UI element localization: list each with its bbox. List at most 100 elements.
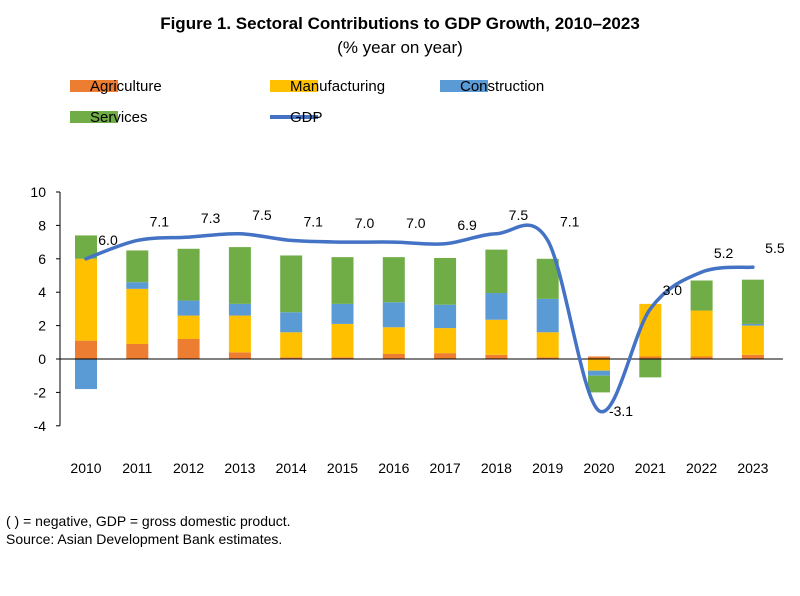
bar-services-2016 xyxy=(382,257,405,303)
y-tick-label: -4 xyxy=(34,418,47,434)
bar-manufacturing-2023 xyxy=(741,325,764,355)
chart-subtitle: (% year on year) xyxy=(337,38,463,57)
gdp-data-label: -3.1 xyxy=(609,403,633,419)
bar-agriculture-2014 xyxy=(280,357,303,359)
x-tick-label: 2018 xyxy=(481,460,512,476)
y-tick-label: 2 xyxy=(38,318,46,334)
chart-area: Agriculture Manufacturing Construction Serv… xyxy=(30,78,784,476)
bar-manufacturing-2020 xyxy=(588,359,610,371)
x-tick-label: 2019 xyxy=(532,460,563,476)
bar-manufacturing-2010 xyxy=(75,258,97,341)
bar-agriculture-2020 xyxy=(588,356,610,359)
bar-manufacturing-2012 xyxy=(177,315,200,339)
bar-agriculture-2017 xyxy=(434,353,457,359)
bar-agriculture-2019 xyxy=(536,357,559,359)
bar-manufacturing-2016 xyxy=(382,327,405,354)
bar-services-2020 xyxy=(588,375,610,393)
gdp-data-label: 6.9 xyxy=(457,217,477,233)
bar-agriculture-2021 xyxy=(639,356,662,359)
y-tick-label: 4 xyxy=(38,284,46,300)
bar-construction-2019 xyxy=(536,298,559,333)
bar-services-2018 xyxy=(485,249,508,294)
bar-services-2014 xyxy=(280,255,303,313)
bar-construction-2015 xyxy=(331,303,354,324)
bar-services-2012 xyxy=(177,248,200,301)
gdp-data-label: 7.1 xyxy=(303,213,323,229)
bar-manufacturing-2015 xyxy=(331,323,354,358)
x-tick-label: 2012 xyxy=(173,460,204,476)
bar-services-2011 xyxy=(126,250,149,283)
gdp-data-label: 7.0 xyxy=(355,215,375,231)
bar-manufacturing-2017 xyxy=(434,328,457,354)
legend-label-manufacturing: Manufacturing xyxy=(290,78,385,95)
bar-agriculture-2012 xyxy=(177,338,200,359)
x-tick-label: 2011 xyxy=(122,460,152,476)
bar-services-2010 xyxy=(75,235,97,259)
x-tick-label: 2010 xyxy=(70,460,101,476)
plot-area: -4 -2 0 2 4 6 8 10 2010 2011 2012 2013 2014 2015 2016 2… xyxy=(30,184,784,476)
legend-label-construction: Construction xyxy=(460,78,544,95)
gdp-data-label: 7.0 xyxy=(406,215,426,231)
bar-construction-2018 xyxy=(485,293,508,320)
chart-title: Figure 1. Sectoral Contributions to GDP … xyxy=(160,14,640,33)
gdp-data-label: 7.1 xyxy=(150,213,170,229)
bar-construction-2014 xyxy=(280,312,303,333)
bar-agriculture-2018 xyxy=(485,354,508,359)
legend-label-services: Services xyxy=(90,109,148,126)
bar-manufacturing-2019 xyxy=(536,332,559,358)
legend-swatch-agriculture xyxy=(70,80,118,92)
gdp-data-label: 7.5 xyxy=(252,207,272,223)
gdp-data-label: 6.0 xyxy=(98,232,118,248)
bar-construction-2013 xyxy=(228,303,251,316)
bar-agriculture-2010 xyxy=(75,340,97,359)
bar-services-2021 xyxy=(639,359,662,378)
bar-manufacturing-2011 xyxy=(126,288,149,344)
bar-agriculture-2022 xyxy=(690,356,713,359)
legend-label-gdp: GDP xyxy=(290,109,323,126)
bar-manufacturing-2013 xyxy=(228,315,251,353)
chart-notes: ( ) = negative, GDP = gross domestic pro… xyxy=(6,512,291,548)
gdp-data-label: 7.3 xyxy=(201,210,221,226)
abbreviations-note: ( ) = negative, GDP = gross domestic pro… xyxy=(6,513,291,529)
gdp-data-label: 3.0 xyxy=(663,282,683,298)
bar-agriculture-2011 xyxy=(126,343,149,359)
bar-services-2013 xyxy=(228,247,251,304)
source-note: Source: Asian Development Bank estimates… xyxy=(6,531,283,547)
gdp-data-label: 5.5 xyxy=(765,240,785,256)
bar-services-2019 xyxy=(536,258,559,299)
x-tick-label: 2013 xyxy=(224,460,255,476)
bar-services-2022 xyxy=(690,280,713,311)
bar-construction-2010 xyxy=(75,359,97,390)
bar-construction-2017 xyxy=(434,304,457,329)
bar-services-2015 xyxy=(331,257,354,304)
bar-construction-2020 xyxy=(588,370,610,376)
legend: Agriculture Manufacturing Construction Serv… xyxy=(70,78,544,126)
gdp-line xyxy=(84,223,755,414)
legend-swatch-construction xyxy=(440,80,488,92)
x-tick-label: 2017 xyxy=(430,460,461,476)
bar-manufacturing-2018 xyxy=(485,319,508,355)
bar-services-2017 xyxy=(434,257,457,305)
bar-construction-2011 xyxy=(126,282,149,289)
bar-services-2023 xyxy=(741,279,764,324)
y-tick-label: -2 xyxy=(34,384,47,400)
bar-manufacturing-2022 xyxy=(690,310,713,357)
y-tick-label: 8 xyxy=(38,217,46,233)
legend-label-agriculture: Agriculture xyxy=(90,78,162,95)
bar-manufacturing-2014 xyxy=(280,332,303,358)
legend-swatch-services xyxy=(70,111,118,123)
y-tick-label: 6 xyxy=(38,251,46,267)
x-tick-label: 2016 xyxy=(378,460,409,476)
x-tick-label: 2014 xyxy=(276,460,307,476)
gdp-data-label: 7.5 xyxy=(509,207,529,223)
x-tick-label: 2022 xyxy=(686,460,717,476)
bar-construction-2012 xyxy=(177,300,200,316)
bar-agriculture-2023 xyxy=(741,354,764,359)
y-tick-label: 0 xyxy=(38,351,46,367)
x-tick-label: 2015 xyxy=(327,460,358,476)
bar-agriculture-2016 xyxy=(382,353,405,359)
legend-swatch-manufacturing xyxy=(270,80,318,92)
gdp-data-label: 7.1 xyxy=(560,213,580,229)
y-tick-label: 10 xyxy=(30,184,46,200)
bar-agriculture-2015 xyxy=(331,357,354,359)
